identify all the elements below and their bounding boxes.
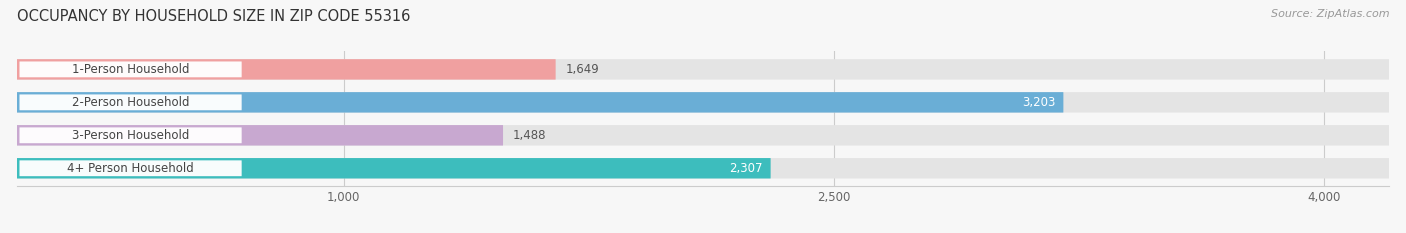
- FancyBboxPatch shape: [20, 127, 242, 143]
- Text: 3-Person Household: 3-Person Household: [72, 129, 190, 142]
- FancyBboxPatch shape: [17, 158, 1389, 178]
- Text: 2,307: 2,307: [728, 162, 762, 175]
- Text: 3,203: 3,203: [1022, 96, 1056, 109]
- FancyBboxPatch shape: [20, 160, 242, 176]
- FancyBboxPatch shape: [17, 59, 555, 80]
- Text: Source: ZipAtlas.com: Source: ZipAtlas.com: [1271, 9, 1389, 19]
- Text: 1,649: 1,649: [565, 63, 599, 76]
- Text: 1-Person Household: 1-Person Household: [72, 63, 190, 76]
- Text: 2-Person Household: 2-Person Household: [72, 96, 190, 109]
- FancyBboxPatch shape: [17, 59, 1389, 80]
- FancyBboxPatch shape: [17, 125, 1389, 146]
- FancyBboxPatch shape: [17, 125, 503, 146]
- FancyBboxPatch shape: [20, 62, 242, 77]
- Text: OCCUPANCY BY HOUSEHOLD SIZE IN ZIP CODE 55316: OCCUPANCY BY HOUSEHOLD SIZE IN ZIP CODE …: [17, 9, 411, 24]
- FancyBboxPatch shape: [20, 94, 242, 110]
- FancyBboxPatch shape: [17, 158, 770, 178]
- FancyBboxPatch shape: [17, 92, 1389, 113]
- Text: 4+ Person Household: 4+ Person Household: [67, 162, 194, 175]
- Text: 1,488: 1,488: [513, 129, 547, 142]
- FancyBboxPatch shape: [17, 92, 1063, 113]
